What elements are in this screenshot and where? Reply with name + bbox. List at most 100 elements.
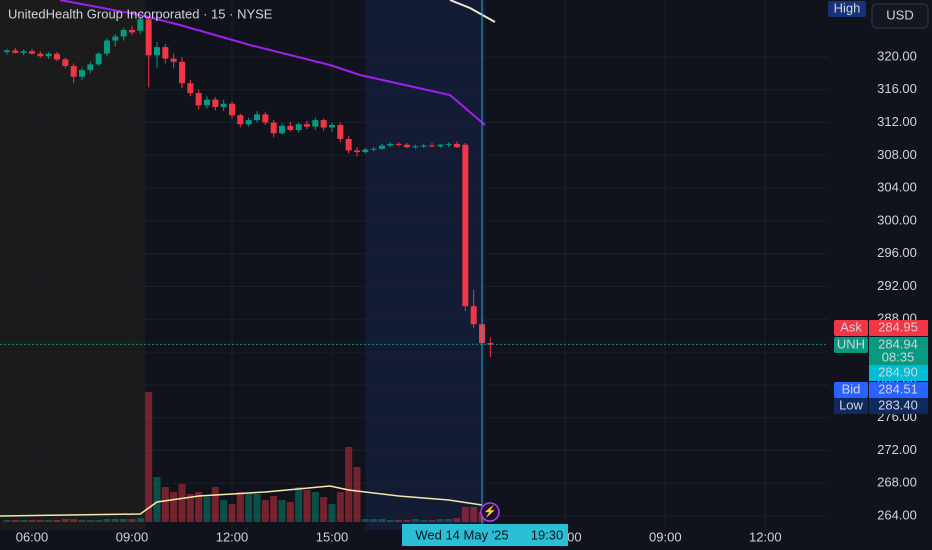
candle-body — [412, 146, 419, 148]
quote-price-box — [869, 382, 928, 398]
quote-tag-box — [834, 382, 868, 398]
candle-body — [329, 125, 335, 128]
quote-tag: Ask — [840, 319, 862, 334]
x-tick-label: 09:00 — [649, 529, 682, 544]
candle-body — [20, 51, 27, 53]
high-tag: High — [834, 0, 861, 15]
candle-body — [295, 124, 302, 130]
volume-bar — [436, 519, 444, 522]
quote-price-box — [869, 320, 928, 336]
candle-body — [362, 149, 369, 153]
volume-bar — [245, 494, 253, 522]
candle-body — [220, 103, 227, 107]
volume-bar — [61, 519, 69, 522]
last-price-box — [869, 337, 928, 367]
candle-body — [170, 58, 177, 62]
volume-bar — [220, 500, 228, 522]
quote-price: 284.51 — [878, 381, 918, 396]
y-tick-label: 272.00 — [877, 442, 917, 457]
volume-bar — [178, 484, 186, 522]
quote-price: 283.40 — [878, 397, 918, 412]
candle-body — [120, 29, 127, 37]
volume-bar — [161, 487, 169, 522]
countdown: 08:35 — [882, 349, 915, 364]
candle-body — [37, 53, 44, 57]
candle-body — [79, 70, 85, 77]
y-tick-label: 320.00 — [877, 48, 917, 63]
quote-tag-box — [834, 320, 868, 336]
volume-bar — [428, 520, 436, 522]
volume-bar — [186, 494, 194, 522]
volume-bar — [236, 492, 244, 522]
volume-bar — [145, 392, 153, 522]
x-tick-label: 09:00 — [116, 529, 149, 544]
y-tick-label: 264.00 — [877, 508, 917, 523]
volume-bar — [311, 492, 319, 522]
volume-bar — [420, 520, 428, 522]
candle-body — [45, 53, 52, 57]
candle-body — [179, 61, 185, 84]
candle-body — [87, 64, 94, 71]
candle-body — [454, 143, 460, 148]
volume-bar — [278, 500, 286, 522]
volume-bar — [53, 520, 61, 522]
volume-bar — [28, 520, 36, 522]
candle-body — [387, 143, 394, 146]
candle-body — [145, 19, 152, 56]
volume-bar — [345, 447, 353, 522]
volume-bar — [111, 519, 119, 522]
quote-price-box — [869, 365, 928, 381]
candle-body — [204, 99, 210, 106]
candle-body — [229, 103, 235, 116]
candle-body — [287, 125, 294, 130]
quote-price: 284.95 — [878, 319, 918, 334]
candle-body — [420, 145, 427, 147]
candle-body — [462, 144, 469, 307]
crosshair-date: Wed 14 May '25 — [415, 527, 508, 542]
candle-body — [187, 83, 194, 94]
volume-bar — [370, 519, 378, 522]
x-tick-label: 06:00 — [16, 529, 49, 544]
quote-tag-box — [834, 337, 868, 353]
candle-body — [437, 144, 444, 147]
volume-bar — [70, 519, 78, 522]
volume-bar — [128, 519, 136, 522]
x-tick-label: 15:00 — [316, 529, 349, 544]
chart-title: UnitedHealth Group Incorporated · 15 · N… — [8, 6, 273, 21]
plot-area: ⚡ — [0, 0, 828, 530]
y-tick-label: 316.00 — [877, 81, 917, 96]
y-tick-label: 296.00 — [877, 245, 917, 260]
volume-bar — [378, 519, 386, 522]
volume-bar — [411, 519, 419, 522]
quote-price: 284.90 — [878, 364, 918, 379]
candle-body — [70, 65, 77, 77]
high-tag-box — [828, 1, 866, 17]
volume-bar — [286, 502, 294, 522]
candle-body — [95, 53, 102, 65]
y-tick-label: 312.00 — [877, 114, 917, 129]
event-icon-glyph: ⚡ — [483, 505, 497, 518]
volume-bar — [303, 490, 311, 522]
volume-bar — [395, 520, 403, 522]
volume-bar — [170, 492, 178, 522]
candle-body — [312, 120, 319, 127]
candle-body — [12, 50, 19, 53]
volume-bar — [253, 494, 261, 522]
candle-body — [129, 29, 135, 33]
candle-body — [320, 120, 327, 128]
candle-body — [104, 40, 110, 54]
last-price-label: 284.94 — [878, 336, 918, 351]
volume-bar — [36, 520, 44, 522]
volume-bar — [103, 519, 111, 522]
volume-bar — [328, 504, 336, 522]
currency[interactable]: USD — [886, 7, 913, 22]
moving-average — [449, 0, 496, 23]
volume-bar — [403, 520, 411, 522]
x-tick-label: 12:00 — [216, 529, 249, 544]
candle-body — [54, 53, 60, 60]
currency-button[interactable] — [871, 3, 929, 29]
candle-body — [237, 115, 244, 125]
volume-bar — [78, 520, 86, 522]
candle-body — [429, 145, 435, 147]
